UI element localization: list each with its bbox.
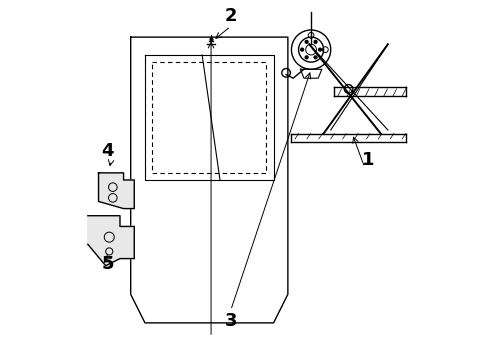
Text: 1: 1 (362, 151, 374, 169)
Circle shape (314, 40, 317, 43)
Text: 3: 3 (224, 312, 237, 330)
Text: 2: 2 (224, 7, 237, 25)
Polygon shape (88, 216, 134, 266)
Circle shape (314, 56, 317, 59)
Circle shape (305, 56, 308, 59)
Circle shape (318, 48, 321, 51)
Text: 4: 4 (101, 143, 114, 161)
Circle shape (301, 48, 304, 51)
Circle shape (305, 40, 308, 43)
Polygon shape (98, 173, 134, 208)
Text: 5: 5 (101, 255, 114, 273)
